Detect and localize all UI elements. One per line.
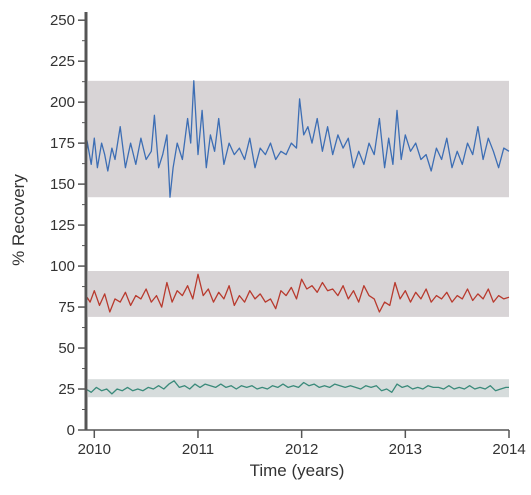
y-ticks: 0 25 50 75 100 125 150 175 200 225 250 (50, 12, 86, 439)
x-tick-label-4: 2014 (492, 441, 525, 458)
y-tick-label-5: 125 (50, 217, 75, 234)
y-tick-label-9: 225 (50, 53, 75, 70)
x-tick-label-3: 2013 (389, 441, 422, 458)
series-line-2 (85, 380, 509, 395)
reference-band-0 (88, 80, 509, 198)
x-tick-label-1: 2011 (182, 441, 214, 458)
y-tick-label-10: 250 (50, 12, 75, 29)
reference-band-2 (88, 379, 509, 398)
axes (84, 12, 509, 431)
y-axis-title: % Recovery (9, 174, 28, 266)
series-lines (85, 80, 510, 395)
y-tick-label-6: 150 (50, 176, 75, 193)
y-tick-label-0: 0 (67, 422, 75, 439)
reference-band-1 (88, 270, 509, 317)
reference-bands (88, 80, 509, 398)
y-tick-label-2: 50 (58, 340, 75, 357)
y-tick-label-7: 175 (50, 135, 75, 152)
series-line-0 (85, 80, 510, 198)
y-tick-label-3: 75 (58, 299, 75, 316)
x-tick-label-2: 2012 (285, 441, 318, 458)
series-line-1 (85, 273, 510, 313)
y-tick-label-1: 25 (58, 381, 75, 398)
x-ticks: 2010 2011 2012 2013 2014 (78, 430, 526, 458)
x-tick-label-0: 2010 (78, 441, 111, 458)
x-axis-title: Time (years) (250, 461, 345, 480)
y-tick-label-8: 200 (50, 94, 75, 111)
y-tick-label-4: 100 (50, 258, 75, 275)
